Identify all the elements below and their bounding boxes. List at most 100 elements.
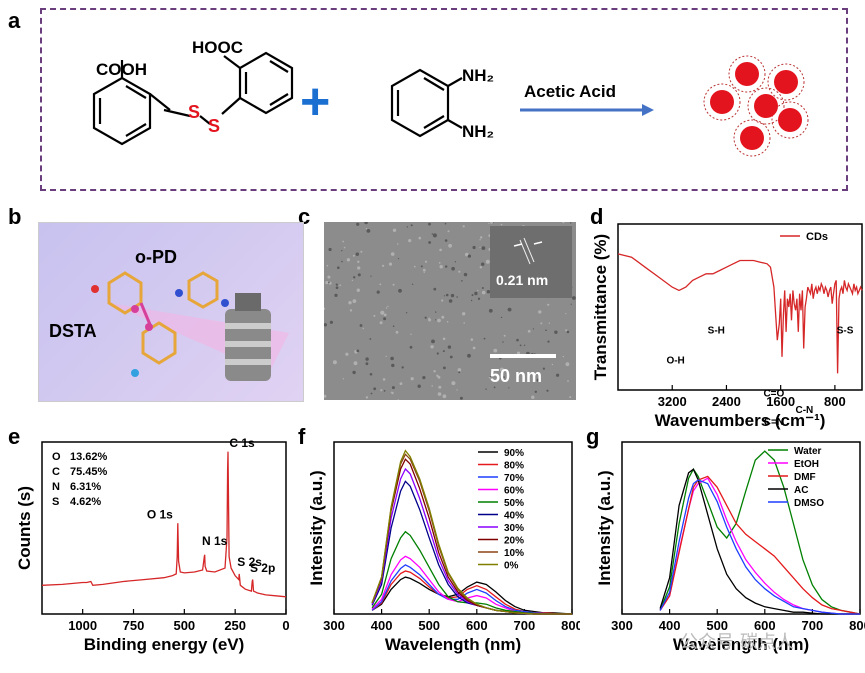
x-tick-label: 700 xyxy=(514,618,536,633)
x-tick-label: 3200 xyxy=(658,394,687,409)
xps-chart: 1000 750 500 250 0 Binding energy (eV) Counts … xyxy=(15,436,290,654)
peak-label: C 1s xyxy=(229,436,255,450)
x-tick-label: 400 xyxy=(371,618,393,633)
x-tick-label: 600 xyxy=(754,618,776,633)
peak-label: S-S xyxy=(837,326,854,337)
x-tick-label: 0 xyxy=(282,618,289,633)
series-line-water xyxy=(659,450,861,615)
ftir-chart: 3200 2400 1600 800 Wavenumbers (cm⁻¹) Transmi… xyxy=(591,223,863,430)
x-tick-label: 500 xyxy=(173,618,195,633)
x-tick-label: 2400 xyxy=(712,394,741,409)
x-tick-label: 800 xyxy=(824,394,846,409)
reaction-condition-label: Acetic Acid xyxy=(524,82,616,101)
composition-element: S xyxy=(52,496,59,508)
legend-label: EtOH xyxy=(794,459,819,470)
x-tick-label: 250 xyxy=(224,618,246,633)
sulfur-label-2: S xyxy=(208,116,221,136)
legend-label: 60% xyxy=(504,486,524,497)
x-tick-label: 300 xyxy=(323,618,345,633)
series-line-10 xyxy=(371,453,572,615)
pl-ratio-chart: 300 400 500 600 700 800 Wavelength (nm) Intensi… xyxy=(307,441,580,654)
legend-label: 40% xyxy=(504,511,524,522)
x-tick-label: 600 xyxy=(466,618,488,633)
sulfur-label-1: S xyxy=(188,102,201,122)
plot-frame xyxy=(333,441,573,615)
peak-label: S 2p xyxy=(250,561,275,575)
reaction-scheme: COOH HOOC S S + NH₂ NH₂ Acetic Acid xyxy=(40,8,848,191)
x-tick-label: 500 xyxy=(418,618,440,633)
series-line-dmf xyxy=(659,475,861,615)
x-tick-label: 750 xyxy=(123,618,145,633)
x-axis-label: Wavelength (nm) xyxy=(385,635,521,654)
nh2-bottom-label: NH₂ xyxy=(462,122,495,141)
x-tick-label: 800 xyxy=(849,618,865,633)
composition-percent: 4.62% xyxy=(70,496,101,508)
tem-image: 0.21 nm 50 nm xyxy=(324,222,576,400)
y-axis-label: Intensity (a.u.) xyxy=(307,470,326,585)
nh2-top-label: NH₂ xyxy=(462,66,495,85)
legend-label: 80% xyxy=(504,461,524,472)
composition-percent: 75.45% xyxy=(70,466,108,478)
legend-label: 90% xyxy=(504,448,524,459)
composition-element: C xyxy=(52,466,60,478)
plot-frame xyxy=(617,223,863,391)
dsta-label: DSTA xyxy=(49,321,97,341)
series-line-cds xyxy=(617,253,863,374)
x-tick-label: 1600 xyxy=(766,394,795,409)
x-axis-label: Wavenumbers (cm⁻¹) xyxy=(655,411,826,430)
cooh-label: COOH xyxy=(96,60,147,79)
peak-label: S-H xyxy=(708,326,725,337)
series-line-30 xyxy=(371,467,572,615)
legend-label: 70% xyxy=(504,473,524,484)
peak-label: C=N xyxy=(764,417,784,428)
plus-sign: + xyxy=(300,73,331,131)
series-line-etoh xyxy=(659,477,860,615)
pl-solvent-chart: 300 400 500 600 700 800 Wavelength (nm) Intensi… xyxy=(595,441,865,654)
panel-label-f: f xyxy=(298,424,306,449)
lattice-spacing-label: 0.21 nm xyxy=(496,272,549,288)
plot-frame xyxy=(41,441,287,615)
x-tick-label: 800 xyxy=(561,618,580,633)
panel-label-a: a xyxy=(8,8,21,33)
peak-label: C=O xyxy=(763,389,784,400)
y-axis-label: Transmittance (%) xyxy=(591,234,610,380)
synthesis-illustration: o-PD DSTA xyxy=(38,222,304,402)
x-tick-label: 300 xyxy=(611,618,633,633)
series-line-ac xyxy=(659,468,860,615)
series-line-0 xyxy=(371,449,572,615)
panel-label-e: e xyxy=(8,424,21,449)
panel-label-d: d xyxy=(590,204,604,229)
x-tick-label: 700 xyxy=(802,618,824,633)
legend-label: 50% xyxy=(504,498,524,509)
series-line-dmso xyxy=(659,479,860,615)
x-tick-label: 1000 xyxy=(68,618,97,633)
peak-label: S 2s xyxy=(237,555,262,569)
series-line-spectrum xyxy=(41,451,287,598)
x-axis-label: Wavelength (nm) xyxy=(673,635,809,654)
legend-label: 20% xyxy=(504,536,524,547)
composition-percent: 13.62% xyxy=(70,451,108,463)
x-axis-label: Binding energy (eV) xyxy=(84,635,245,654)
panel-label-b: b xyxy=(8,204,22,229)
x-tick-label: 500 xyxy=(706,618,728,633)
composition-percent: 6.31% xyxy=(70,481,101,493)
opd-label: o-PD xyxy=(135,247,177,267)
legend-label: AC xyxy=(794,485,808,496)
composition-element: N xyxy=(52,481,60,493)
scale-bar-label: 50 nm xyxy=(490,366,543,386)
legend-label: 10% xyxy=(504,548,524,559)
legend-label: DMSO xyxy=(794,498,824,509)
peak-label: N 1s xyxy=(202,534,228,548)
legend-label: DMF xyxy=(794,472,816,483)
watermark: 公众号·碳点人 xyxy=(680,632,794,652)
composition-element: O xyxy=(52,451,61,463)
series-line-80 xyxy=(371,570,572,615)
x-tick-label: 400 xyxy=(659,618,681,633)
legend-label: 0% xyxy=(504,561,519,572)
panel-label-g: g xyxy=(586,424,600,449)
series-line-40 xyxy=(371,480,572,615)
series-line-90 xyxy=(371,576,573,615)
hooc-label: HOOC xyxy=(192,38,243,57)
plot-frame xyxy=(621,441,861,615)
y-axis-label: Counts (s) xyxy=(15,486,34,570)
